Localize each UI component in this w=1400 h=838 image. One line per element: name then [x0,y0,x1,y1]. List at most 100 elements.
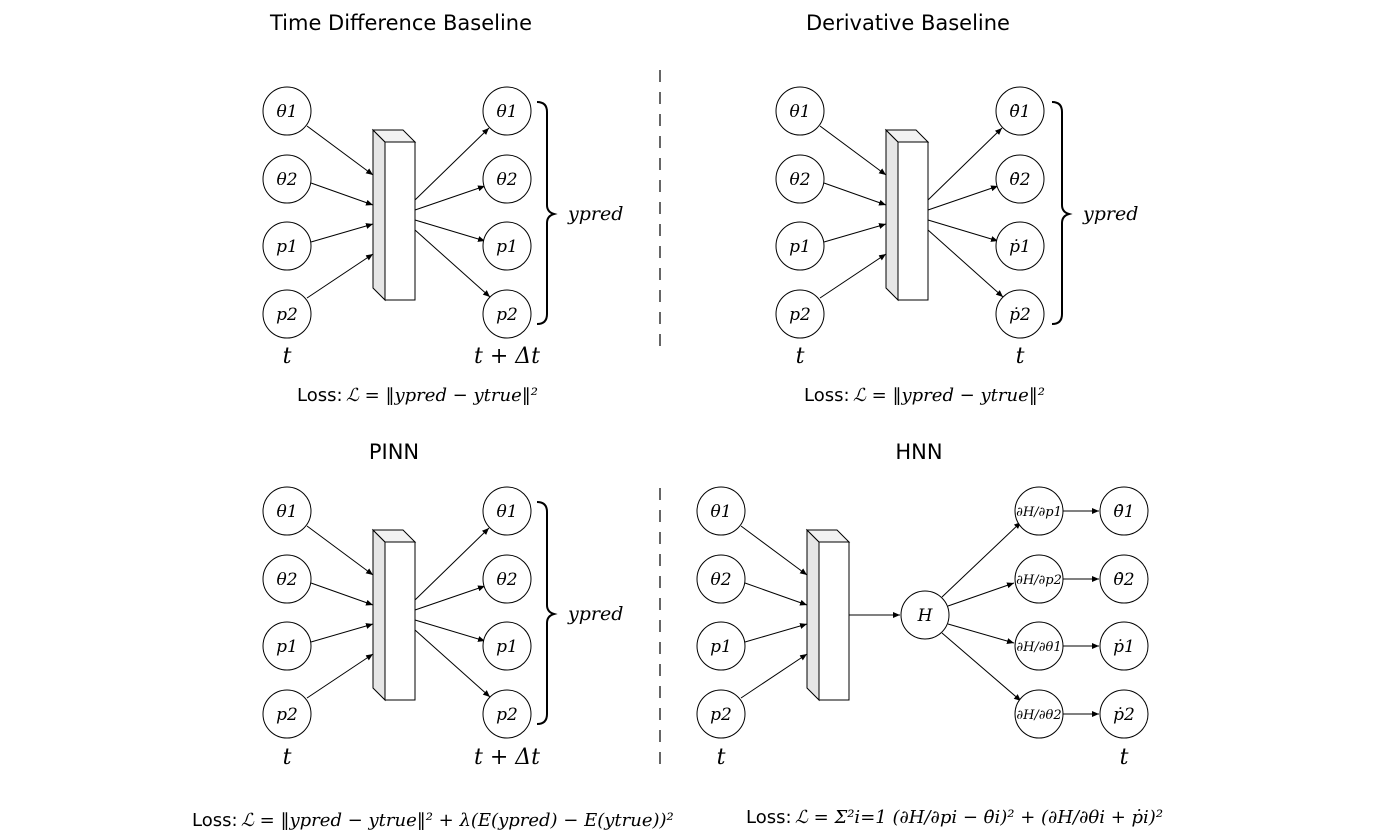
output-group-label: ypred [567,203,623,225]
panel-title: PINN [369,440,419,464]
loss-prefix: Loss: [746,807,792,828]
output-node-label: θ2 [496,170,517,190]
output-node [482,154,532,204]
panel-title: Time Difference Baseline [269,11,532,35]
output-node-label: p1 [496,637,518,657]
output-time-label: t [1016,344,1025,369]
output-node-label: p1 [496,237,518,257]
gradient-node [1014,486,1064,536]
input-node [262,86,312,136]
network-block [805,528,851,702]
input-node [696,486,746,536]
panel-time-difference: Time Difference Baseline θ1 θ2 p1 p2 [262,11,623,406]
output-node [482,221,532,271]
panel-derivative: Derivative Baseline θ1 θ2 p1 p2 [775,11,1138,406]
input-node [262,221,312,271]
output-time-label: t + Δt [474,344,540,369]
output-node [482,486,532,536]
output-time-label: t + Δt [474,745,540,770]
output-node [995,221,1045,271]
gradient-node [1014,689,1064,739]
connection-arrows [819,125,1004,299]
input-node [262,554,312,604]
input-node-label: p2 [710,705,732,725]
connection-arrows [306,125,491,299]
input-node [775,154,825,204]
input-node-label: θ2 [276,570,297,590]
output-node-label: p2 [496,705,518,725]
output-group-label: ypred [1082,203,1138,225]
gradient-nodes: ∂H/∂p1 ∂H/∂p2 ∂H/∂θ1 ∂H/∂θ2 [1014,486,1064,739]
input-node [262,289,312,339]
output-node [482,86,532,136]
loss-prefix: Loss: [804,385,850,406]
input-node-label: p1 [710,637,732,657]
input-node [696,621,746,671]
input-time-label: t [283,745,292,770]
input-node-label: θ2 [710,570,731,590]
connection-arrows [740,508,1099,717]
output-node [482,689,532,739]
input-node [262,621,312,671]
output-brace [536,101,558,325]
input-nodes: θ1 θ2 p1 p2 [775,86,825,339]
output-node-label: ṗ2 [1009,305,1031,325]
panel-pinn: PINN θ1 θ2 p1 p2 θ1 [192,440,674,831]
gradient-node-label: ∂H/∂p2 [1016,573,1062,588]
output-node-label: θ2 [496,570,517,590]
input-node [775,289,825,339]
loss-equation: ℒ = ‖ypred − ytrue‖² [346,385,538,406]
input-node [696,554,746,604]
hamiltonian-node [900,590,950,640]
output-node [1099,486,1149,536]
input-node-label: p2 [276,705,298,725]
input-node-label: θ2 [789,170,810,190]
input-node-label: p2 [276,305,298,325]
input-node-label: θ1 [276,502,297,522]
input-time-label: t [717,745,726,770]
input-node-label: p2 [789,305,811,325]
input-node [696,689,746,739]
input-time-label: t [283,344,292,369]
input-node [262,486,312,536]
output-nodes: θ1 θ2 p1 p2 [482,86,532,339]
panel-hnn: HNN θ1 θ2 p1 p2 [696,440,1163,828]
loss-prefix: Loss: [297,385,343,406]
loss-equation: ℒ = ‖ypred − ytrue‖² + λ(E(ypred) − E(yt… [241,810,674,831]
gradient-node-label: ∂H/∂p1 [1016,505,1062,520]
input-node-label: θ1 [710,502,731,522]
input-nodes: θ1 θ2 p1 p2 [262,486,312,739]
network-block [884,128,930,302]
output-node-label: ṗ2 [1113,705,1135,725]
input-nodes: θ1 θ2 p1 p2 [696,486,746,739]
input-node-label: θ1 [789,102,810,122]
gradient-node-label: ∂H/∂θ1 [1016,640,1061,655]
output-node-label: θ̇1 [1113,502,1134,522]
output-node [1099,554,1149,604]
output-node [995,154,1045,204]
input-node [262,154,312,204]
loss-prefix: Loss: [192,810,238,831]
connection-arrows [306,525,491,699]
output-nodes: θ1 θ2 p1 p2 [482,486,532,739]
input-node-label: θ2 [276,170,297,190]
input-node-label: p1 [789,237,811,257]
output-node [1099,689,1149,739]
output-brace [1051,101,1073,325]
output-node [995,289,1045,339]
output-node [482,554,532,604]
output-nodes: θ̇1 θ̇2 ṗ1 ṗ2 [995,86,1045,339]
input-node [775,221,825,271]
output-node-label: p2 [496,305,518,325]
input-node-label: p1 [276,237,298,257]
gradient-node [1014,621,1064,671]
hamiltonian-label: H [917,606,934,626]
input-time-label: t [796,344,805,369]
output-node [1099,621,1149,671]
panel-title: HNN [895,440,942,464]
output-node-label: θ1 [496,502,517,522]
output-node-label: ṗ1 [1009,237,1031,257]
input-node-label: θ1 [276,102,297,122]
output-node-label: ṗ1 [1113,637,1135,657]
network-block [371,128,417,302]
